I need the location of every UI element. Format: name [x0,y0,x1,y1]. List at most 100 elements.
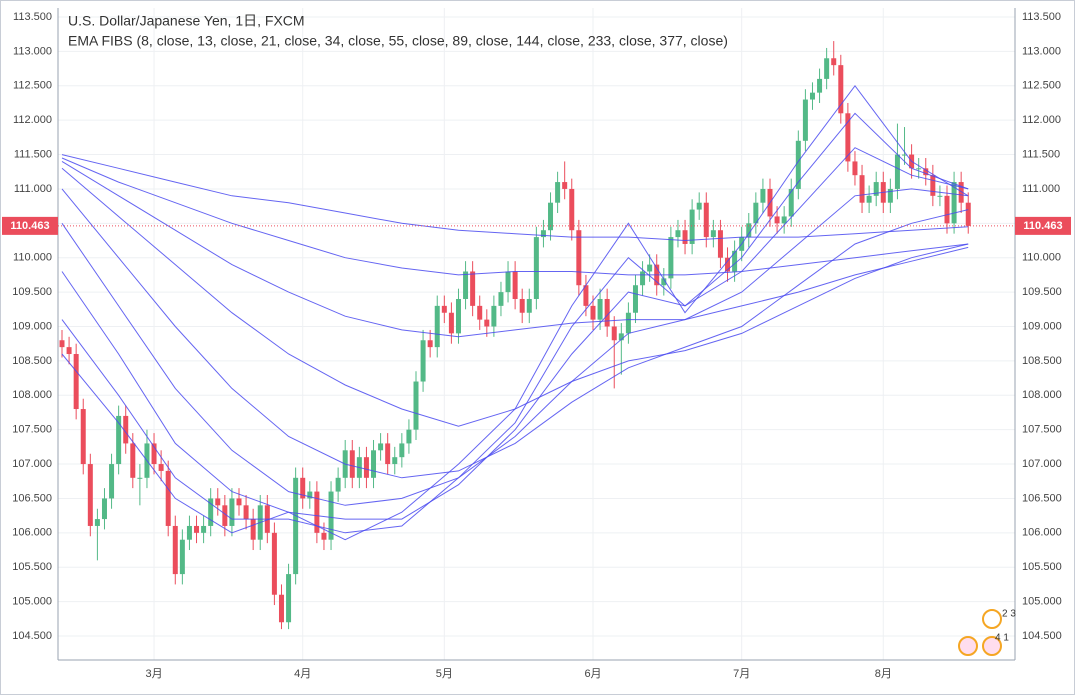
y-tick-label: 113.000 [13,45,52,57]
y-tick-label: 107.500 [1022,424,1062,436]
y-tick-label: 111.000 [1022,183,1060,195]
candle-body [866,195,872,203]
candle-body [611,326,617,341]
x-tick-label: 8月 [875,668,892,680]
candle-body [123,415,129,444]
candle-body [703,202,709,238]
y-tick-label: 112.500 [13,80,52,92]
x-tick-label: 7月 [733,668,750,680]
y-tick-label: 108.000 [1022,389,1062,401]
candle-body [930,175,936,196]
ema-line [61,157,969,276]
candle-body [661,278,667,286]
candle-body [385,443,391,465]
candle-body [675,230,681,238]
ema-line [61,154,969,242]
ema-line [61,188,969,506]
candle-body [116,415,122,465]
candle-body [314,491,320,533]
candle-body [293,477,299,575]
candle-body [887,188,893,203]
candle-body [774,216,780,224]
candle-body [491,305,497,327]
candle-body [194,525,200,533]
candle-body [562,182,568,189]
candle-body [533,237,539,299]
candle-body [66,347,72,355]
y-tick-label: 111.000 [14,183,52,195]
candle-body [109,464,115,499]
candle-body [618,333,624,341]
candle-body [604,298,610,327]
candle-body [406,429,412,444]
candle-body [902,154,908,156]
candle-body [632,285,638,313]
last-price-label: 110.463 [10,220,49,232]
candle-body [838,65,844,114]
candle-body [732,250,738,272]
candle-body [540,230,546,238]
candle-body [590,305,596,320]
candle-body [378,443,384,451]
candle-body [371,450,377,478]
candle-body [831,58,837,66]
candle-body [392,457,398,465]
candle-body [555,182,561,203]
y-tick-label: 108.500 [1022,355,1062,367]
candle-body [420,340,426,382]
candle-body [250,519,256,540]
last-price-label: 110.463 [1023,220,1062,232]
candle-body [795,140,801,189]
y-tick-label: 112.500 [1022,80,1061,92]
candle-body [689,209,695,244]
candle-body [788,188,794,217]
candle-body [696,202,702,210]
candle-body [80,409,86,465]
logos [958,609,1002,656]
y-tick-label: 112.000 [13,114,52,126]
candle-body [413,381,419,430]
candle-body [894,154,900,189]
candle-body [208,498,214,526]
candle-body [165,470,171,526]
candle-body [101,498,107,520]
candle-body [809,92,815,100]
candle-body [463,271,469,299]
candle-body [505,271,511,293]
candle-body [781,216,787,224]
candle-body [625,312,631,334]
candle-body [271,532,277,595]
candle-body [201,525,207,533]
y-tick-label: 111.500 [1022,148,1060,160]
candle-body [640,271,646,286]
candle-body [151,443,157,465]
candle-body [725,257,731,272]
badge: 2 3 [1002,609,1016,620]
y-tick-label: 105.000 [12,596,52,608]
y-tick-label: 105.500 [12,561,52,573]
badge: 4 1 [995,633,1009,644]
y-tick-label: 106.000 [1022,527,1062,539]
candle-body [307,491,313,499]
candle-body [399,443,405,458]
candle-body [328,491,334,540]
y-tick-label: 105.000 [1022,596,1062,608]
candle-body [817,78,823,93]
candle-body [137,477,143,479]
candle-body [186,525,192,540]
candle-body [923,168,929,176]
y-tick-label: 106.500 [1022,492,1062,504]
candle-body [94,519,100,526]
candle-body [477,305,483,320]
candle-body [682,230,688,244]
candle-body [916,168,922,170]
candle-body [512,271,518,299]
y-tick-label: 113.500 [13,11,52,23]
candle-body [944,195,950,224]
candle-body [647,264,653,272]
y-tick-label: 108.000 [12,389,52,401]
y-tick-label: 107.000 [12,458,52,470]
candle-body [130,443,136,478]
x-tick-label: 5月 [436,668,453,680]
